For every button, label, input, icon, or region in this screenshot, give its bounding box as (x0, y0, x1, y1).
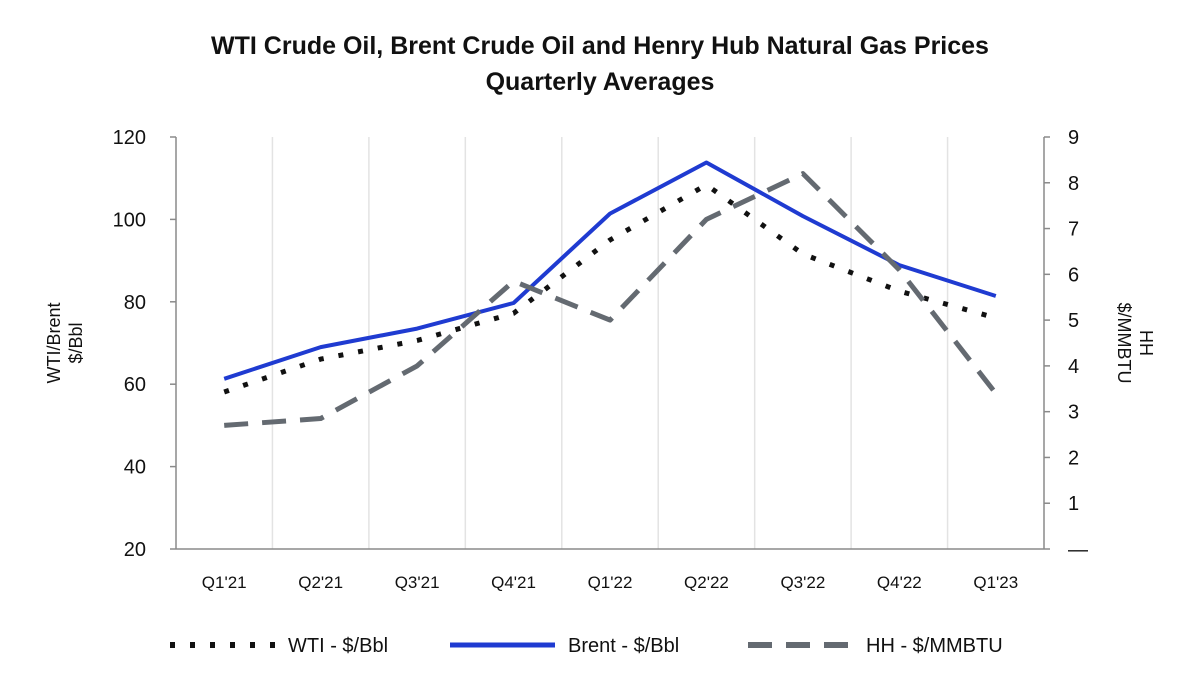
legend-label-brent: Brent - $/Bbl (568, 635, 679, 657)
x-tick-label: Q2'22 (684, 573, 729, 592)
x-tick-label: Q1'21 (202, 573, 247, 592)
x-tick-label: Q4'22 (877, 573, 922, 592)
left-axis-label-line2: $/Bbl (66, 322, 86, 363)
axes (175, 137, 1045, 550)
left-tick-label: 120 (113, 127, 146, 149)
x-tick-label: Q3'21 (395, 573, 440, 592)
vertical-gridlines (271, 137, 949, 549)
legend-label-hh: HH - $/MMBTU (866, 635, 1003, 657)
x-tick-label: Q2'21 (298, 573, 343, 592)
left-tick-label: 80 (124, 292, 146, 314)
x-tick-label: Q3'22 (780, 573, 825, 592)
x-tick-label: Q1'22 (588, 573, 633, 592)
right-tick-label: 8 (1068, 173, 1079, 195)
series-lines (223, 160, 998, 428)
right-tick-label: 1 (1068, 493, 1079, 515)
right-tick-label: 5 (1068, 310, 1079, 332)
right-tick-label: 2 (1068, 447, 1079, 469)
left-axis-label-line1: WTI/Brent (44, 302, 64, 383)
right-tick-label: 4 (1068, 356, 1079, 378)
x-tick-label: Q1'23 (973, 573, 1018, 592)
right-tick-label: — (1068, 539, 1088, 561)
x-axis-ticks: Q1'21 Q2'21 Q3'21 Q4'21 Q1'22 Q2'22 Q3'22 Q4'22… (202, 573, 1018, 592)
right-axis-label-line2: $/MMBTU (1114, 303, 1134, 384)
left-tick-label: 40 (124, 457, 146, 479)
left-tick-label: 100 (113, 209, 146, 231)
right-tick-label: 7 (1068, 219, 1079, 241)
chart-title: WTI Crude Oil, Brent Crude Oil and Henry… (0, 28, 1200, 100)
left-axis-ticks: 20 40 60 80 100 120 (113, 127, 176, 561)
left-tick-label: 60 (124, 374, 146, 396)
series-line-wti (223, 182, 997, 395)
series-line-hh (224, 171, 998, 428)
right-tick-label: 3 (1068, 402, 1079, 424)
legend-label-wti: WTI - $/Bbl (288, 635, 388, 657)
left-tick-label: 20 (124, 539, 146, 561)
right-axis-ticks: — 1 2 3 4 5 6 7 8 9 (1044, 127, 1088, 561)
chart-subtitle: Quarterly Averages (485, 68, 715, 96)
right-axis-label-line1: HH (1136, 330, 1156, 356)
x-tick-label: Q4'21 (491, 573, 536, 592)
chart-title-line1: WTI Crude Oil, Brent Crude Oil and Henry… (211, 32, 989, 60)
series-line-brent (223, 160, 997, 381)
legend: WTI - $/Bbl Brent - $/Bbl HH - $/MMBTU (170, 635, 1003, 657)
right-tick-label: 6 (1068, 264, 1079, 286)
right-tick-label: 9 (1068, 127, 1079, 149)
